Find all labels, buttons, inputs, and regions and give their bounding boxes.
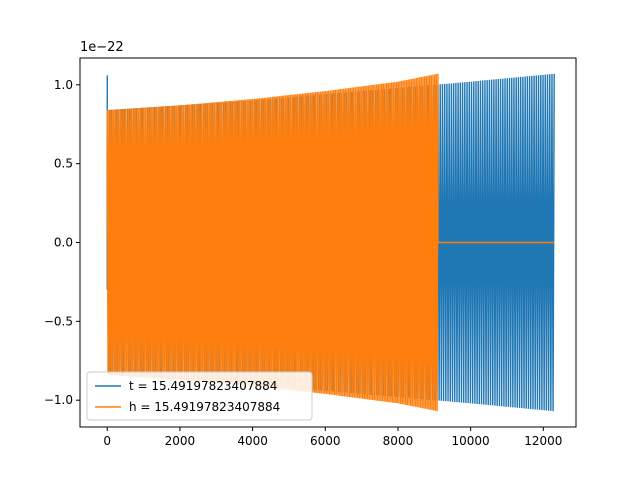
x-tick-label: 4000 bbox=[237, 434, 268, 448]
y-tick-label: 1.0 bbox=[54, 78, 73, 92]
y-axis-ticks: −1.0 −0.5 0.0 0.5 1.0 bbox=[44, 78, 80, 407]
y-scale-label: 1e−22 bbox=[80, 40, 124, 55]
x-tick-label: 8000 bbox=[383, 434, 414, 448]
legend-entry-h: h = 15.49197823407884 bbox=[129, 400, 280, 414]
x-tick-label: 2000 bbox=[165, 434, 196, 448]
x-tick-label: 12000 bbox=[524, 434, 562, 448]
x-tick-label: 0 bbox=[103, 434, 111, 448]
y-tick-label: −0.5 bbox=[44, 314, 73, 328]
x-tick-label: 6000 bbox=[310, 434, 341, 448]
legend-box bbox=[86, 371, 313, 421]
legend: t = 15.49197823407884 h = 15.491978234078… bbox=[86, 371, 313, 421]
y-tick-label: 0.0 bbox=[54, 236, 73, 250]
x-axis-ticks: 0 2000 4000 6000 8000 10000 12000 bbox=[103, 427, 562, 448]
x-tick-label: 10000 bbox=[452, 434, 490, 448]
y-tick-label: 0.5 bbox=[54, 157, 73, 171]
legend-entry-t: t = 15.49197823407884 bbox=[129, 379, 277, 393]
y-tick-label: −1.0 bbox=[44, 393, 73, 407]
